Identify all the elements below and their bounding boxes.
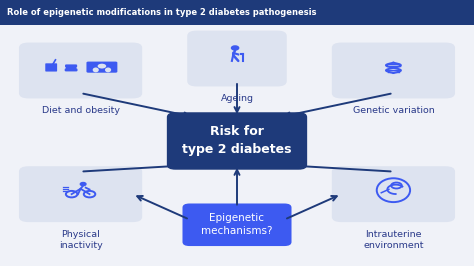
FancyBboxPatch shape	[332, 43, 455, 98]
FancyBboxPatch shape	[46, 63, 57, 72]
FancyBboxPatch shape	[19, 43, 142, 98]
FancyBboxPatch shape	[332, 166, 455, 222]
Ellipse shape	[105, 68, 111, 72]
FancyBboxPatch shape	[65, 64, 77, 68]
FancyBboxPatch shape	[182, 203, 292, 246]
Text: Intrauterine
environment: Intrauterine environment	[363, 230, 424, 250]
Text: Physical
inactivity: Physical inactivity	[59, 230, 102, 250]
FancyBboxPatch shape	[66, 66, 76, 69]
FancyBboxPatch shape	[0, 0, 474, 25]
FancyBboxPatch shape	[167, 112, 307, 170]
Text: Diet and obesity: Diet and obesity	[42, 106, 119, 115]
Circle shape	[98, 64, 106, 69]
Ellipse shape	[92, 68, 99, 72]
Text: Epigenetic
mechanisms?: Epigenetic mechanisms?	[201, 213, 273, 236]
FancyBboxPatch shape	[187, 31, 287, 86]
Circle shape	[231, 46, 239, 50]
Text: Risk for
type 2 diabetes: Risk for type 2 diabetes	[182, 126, 292, 156]
Text: Role of epigenetic modifications in type 2 diabetes pathogenesis: Role of epigenetic modifications in type…	[7, 8, 317, 17]
Text: Genetic variation: Genetic variation	[353, 106, 434, 115]
FancyBboxPatch shape	[64, 68, 78, 71]
Circle shape	[80, 182, 86, 186]
Text: Ageing: Ageing	[220, 94, 254, 103]
FancyBboxPatch shape	[19, 166, 142, 222]
FancyBboxPatch shape	[86, 62, 118, 73]
